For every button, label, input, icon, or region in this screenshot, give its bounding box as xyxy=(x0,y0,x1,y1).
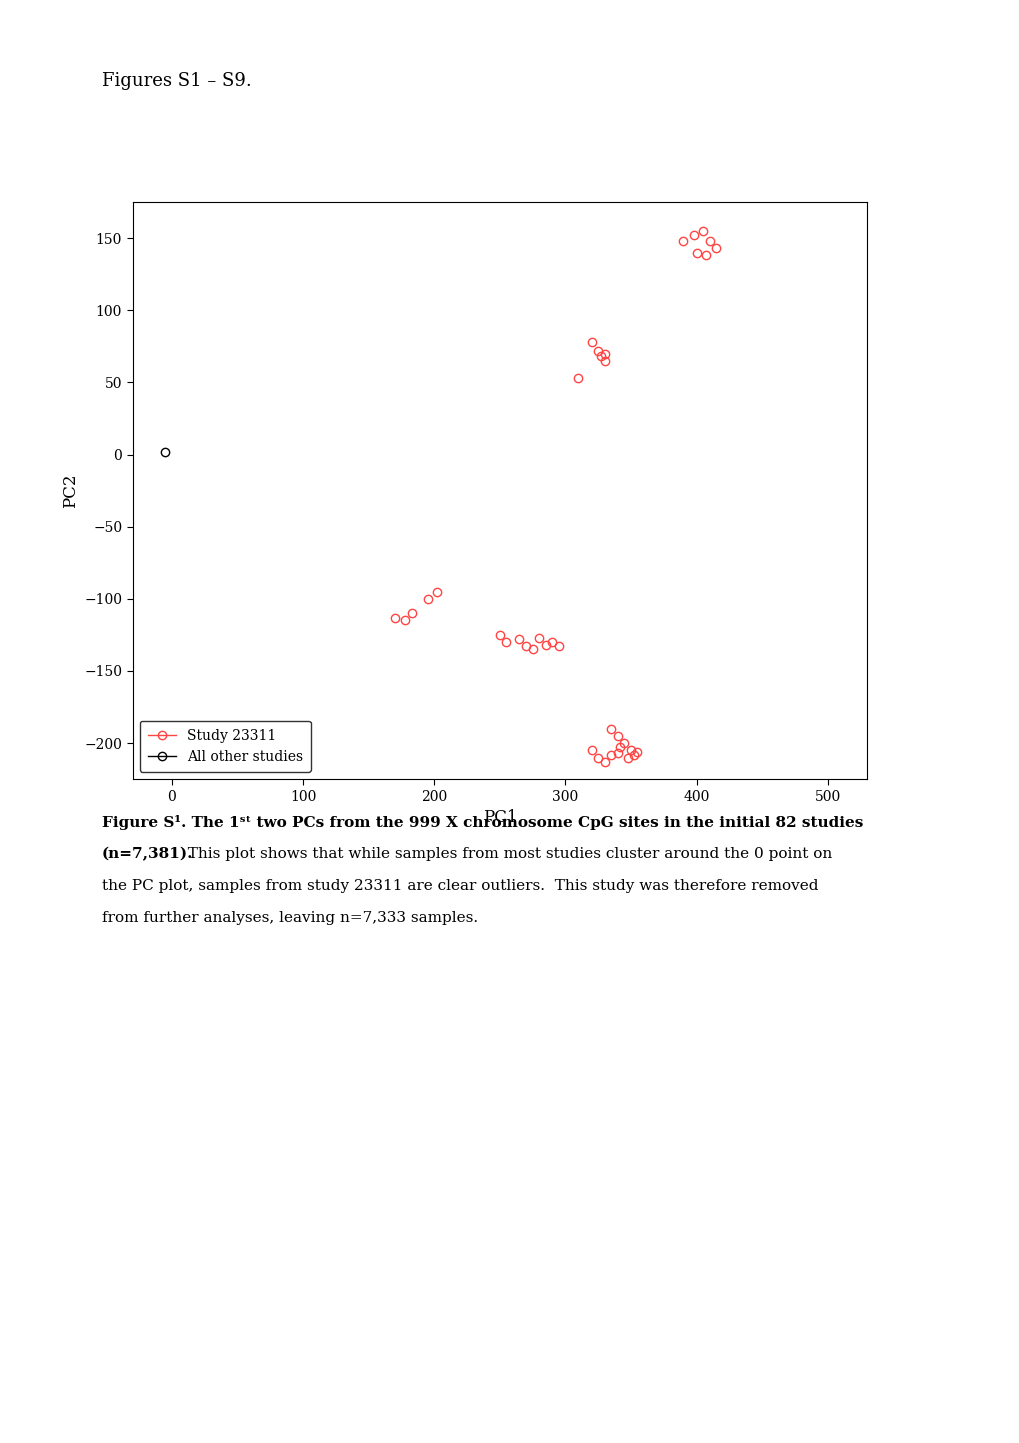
Text: Figures S1 – S9.: Figures S1 – S9. xyxy=(102,72,252,89)
Y-axis label: PC2: PC2 xyxy=(61,473,78,508)
Text: (n=7,381).: (n=7,381). xyxy=(102,847,194,861)
Text: from further analyses, leaving n=7,333 samples.: from further analyses, leaving n=7,333 s… xyxy=(102,911,478,925)
Text: This plot shows that while samples from most studies cluster around the 0 point : This plot shows that while samples from … xyxy=(178,847,832,861)
X-axis label: PC1: PC1 xyxy=(482,810,517,827)
Legend: Study 23311, All other studies: Study 23311, All other studies xyxy=(140,720,311,772)
Text: Figure S¹. The 1ˢᵗ two PCs from the 999 X chromosome CpG sites in the initial 82: Figure S¹. The 1ˢᵗ two PCs from the 999 … xyxy=(102,815,862,830)
Text: the PC plot, samples from study 23311 are clear outliers.  This study was theref: the PC plot, samples from study 23311 ar… xyxy=(102,879,817,893)
